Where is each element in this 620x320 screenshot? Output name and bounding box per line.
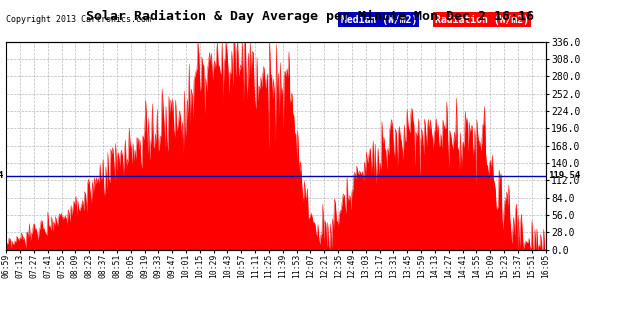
Text: Median (W/m2): Median (W/m2) (340, 15, 417, 25)
Text: Radiation (W/m2): Radiation (W/m2) (435, 15, 529, 25)
Text: Copyright 2013 Cartronics.com: Copyright 2013 Cartronics.com (6, 15, 151, 24)
Text: Solar Radiation & Day Average per Minute Mon Dec 2 16:16: Solar Radiation & Day Average per Minute… (86, 10, 534, 23)
Text: 119.54: 119.54 (548, 171, 580, 180)
Text: 119.54: 119.54 (0, 171, 4, 180)
